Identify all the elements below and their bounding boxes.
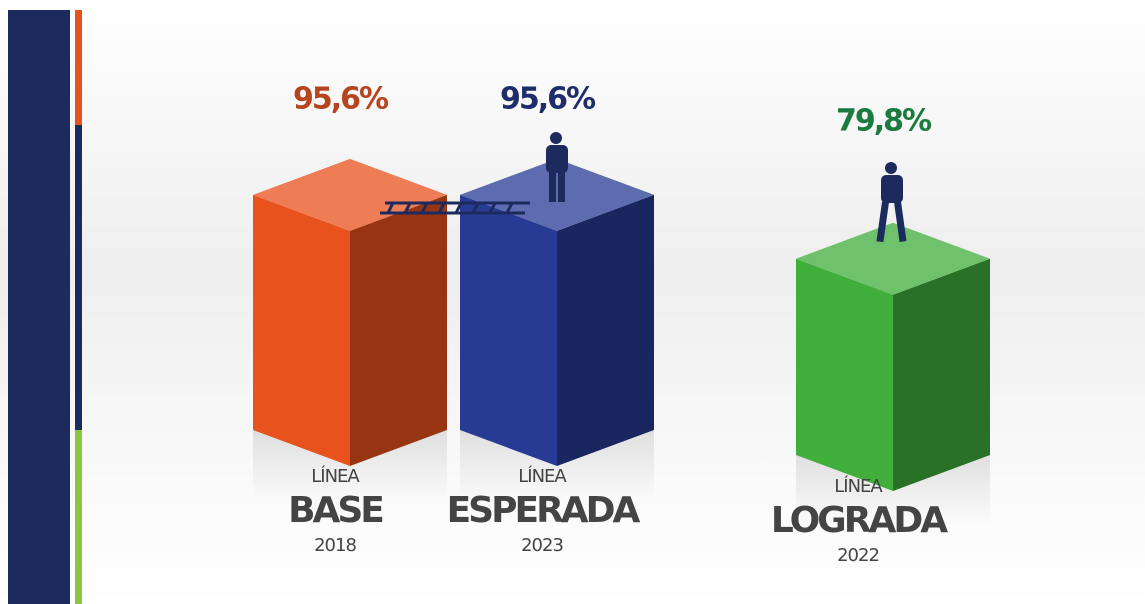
value-label: 95,6% — [500, 82, 596, 117]
bar-side — [350, 194, 447, 466]
bar-side — [557, 194, 654, 466]
category-year: 2023 — [521, 535, 563, 556]
category-label: ESPERADA — [447, 490, 641, 531]
ladder-icon — [380, 201, 530, 215]
person-icon — [546, 132, 568, 202]
category-year: 2022 — [837, 545, 879, 566]
bar-front — [460, 194, 557, 466]
side-accent — [75, 430, 82, 604]
category-kicker: LÍNEA — [311, 465, 360, 487]
category-kicker: LÍNEA — [518, 465, 567, 487]
bar-front — [253, 194, 350, 466]
category-kicker: LÍNEA — [834, 475, 883, 497]
bar-side — [893, 258, 990, 491]
bar-front — [796, 258, 893, 491]
side-stripe — [8, 10, 70, 604]
side-accent — [75, 125, 82, 430]
category-year: 2018 — [314, 535, 356, 556]
category-label: BASE — [288, 490, 382, 531]
value-label: 95,6% — [293, 82, 389, 117]
side-accent — [75, 10, 82, 125]
bars: 95,6% 95,6% 79,8% — [253, 82, 990, 525]
bar-top — [796, 222, 990, 295]
value-label: 79,8% — [836, 104, 932, 139]
category-label: LOGRADA — [771, 500, 948, 541]
person-icon — [876, 162, 907, 243]
